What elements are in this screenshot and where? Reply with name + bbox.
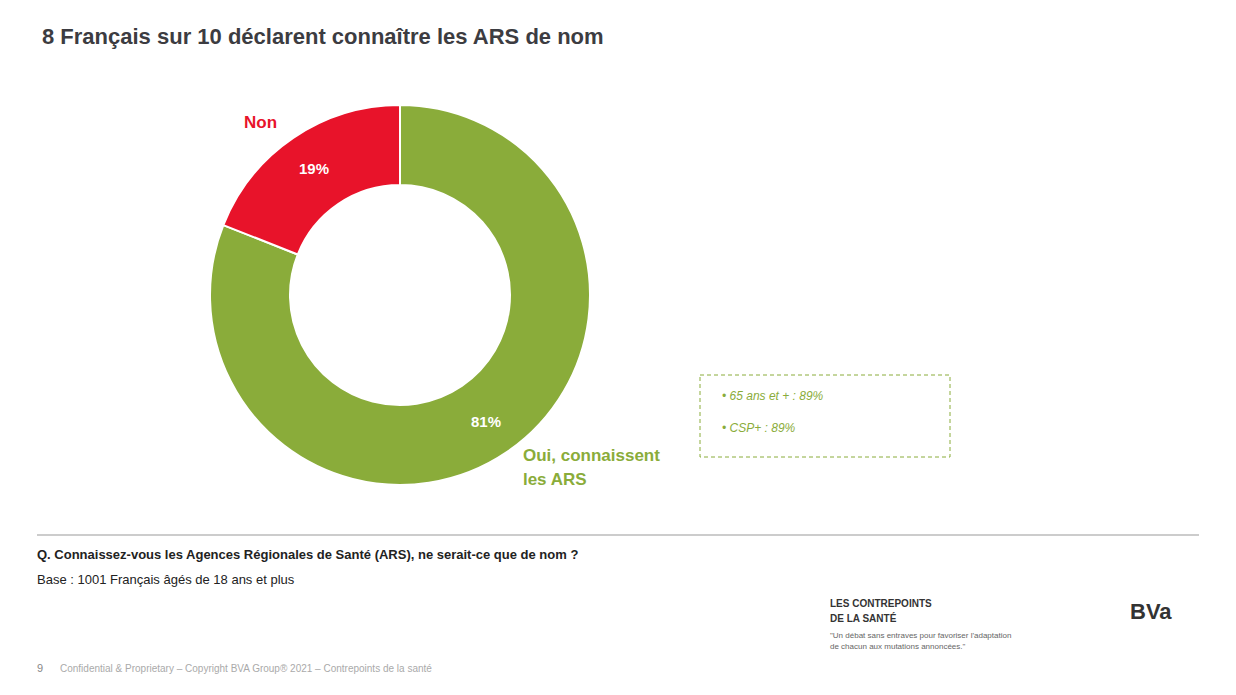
svg-text:DE LA SANTÉ: DE LA SANTÉ (830, 612, 897, 624)
svg-text:"Un débat sans entraves pour f: "Un débat sans entraves pour favoriser l… (830, 631, 1011, 640)
svg-text:Non: Non (244, 113, 277, 132)
svg-text:LES CONTREPOINTS: LES CONTREPOINTS (830, 598, 932, 609)
svg-text:8 Français sur 10 déclarent co: 8 Français sur 10 déclarent connaître le… (42, 24, 604, 49)
svg-text:Base : 1001 Français âgés de 1: Base : 1001 Français âgés de 18 ans et p… (37, 572, 295, 587)
svg-text:• 65 ans et + : 89%: • 65 ans et + : 89% (722, 389, 824, 403)
svg-text:Oui, connaissent: Oui, connaissent (523, 446, 660, 465)
svg-text:19%: 19% (299, 160, 329, 177)
svg-text:9: 9 (37, 662, 43, 674)
svg-text:• CSP+ : 89%: • CSP+ : 89% (722, 421, 796, 435)
svg-text:Q. Connaissez-vous les Agences: Q. Connaissez-vous les Agences Régionale… (37, 547, 578, 562)
svg-text:BVa: BVa (1130, 599, 1172, 624)
svg-text:de chacun aux mutations annonc: de chacun aux mutations annoncées." (830, 642, 966, 651)
svg-text:les ARS: les ARS (523, 470, 587, 489)
svg-text:Confidential & Proprietary – C: Confidential & Proprietary – Copyright B… (60, 663, 432, 674)
svg-text:81%: 81% (471, 413, 501, 430)
